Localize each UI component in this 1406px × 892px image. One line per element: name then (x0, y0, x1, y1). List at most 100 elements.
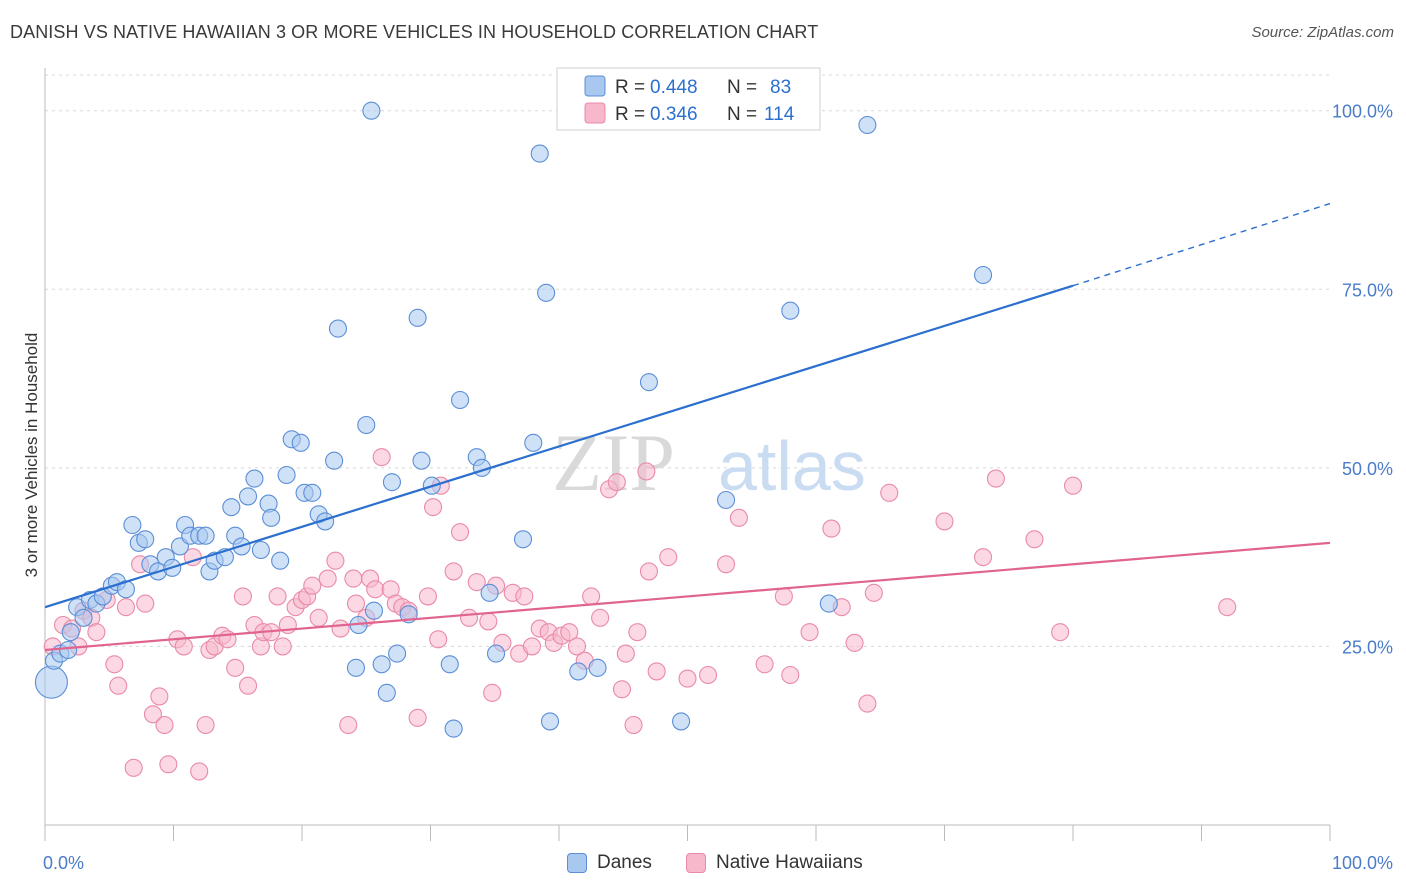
legend-n-value-danes: 83 (770, 77, 791, 98)
point-hawaiians-83 (607, 473, 626, 492)
point-danes-37 (277, 465, 296, 485)
point-danes-79 (858, 115, 877, 135)
legend-swatch-danes (584, 75, 606, 97)
point-hawaiians-104 (864, 583, 883, 602)
point-hawaiians-57 (418, 587, 437, 606)
point-hawaiians-43 (326, 551, 345, 570)
point-hawaiians-78 (567, 637, 587, 656)
point-danes-73 (588, 658, 607, 677)
point-hawaiians-6 (87, 623, 106, 642)
point-hawaiians-87 (628, 623, 647, 642)
point-danes-35 (262, 508, 281, 527)
point-hawaiians-16 (155, 715, 174, 735)
point-hawaiians-22 (196, 715, 215, 735)
point-hawaiians-51 (372, 448, 391, 467)
point-danes-60 (444, 719, 463, 738)
trend-lines (44, 202, 1331, 652)
point-danes-64 (480, 583, 499, 602)
point-danes-6 (74, 608, 93, 627)
point-danes-48 (357, 415, 376, 435)
point-hawaiians-97 (774, 587, 793, 606)
point-danes-28 (222, 498, 241, 517)
bottom-legend-item-hawaiians: Native Hawaiians (686, 852, 863, 874)
point-danes-50 (364, 601, 384, 620)
point-hawaiians-65 (479, 612, 498, 631)
point-danes-53 (382, 473, 402, 492)
point-hawaiians-84 (612, 680, 632, 699)
point-danes-56 (408, 308, 427, 327)
point-hawaiians-102 (845, 633, 864, 652)
point-hawaiians-86 (624, 715, 643, 735)
point-hawaiians-99 (800, 623, 819, 642)
point-danes-31 (238, 487, 258, 506)
point-hawaiians-112 (1218, 598, 1237, 617)
point-hawaiians-15 (150, 687, 169, 706)
point-danes-33 (251, 540, 270, 560)
chart-title: DANISH VS NATIVE HAWAIIAN 3 OR MORE VEHI… (10, 22, 819, 42)
point-hawaiians-27 (226, 658, 245, 677)
point-hawaiians-106 (935, 512, 954, 531)
point-hawaiians-34 (268, 587, 287, 606)
point-hawaiians-109 (1025, 530, 1044, 549)
axes (44, 68, 1331, 841)
point-danes-45 (328, 319, 348, 338)
point-hawaiians-105 (880, 483, 899, 502)
legend-n-label-hawaiians: N = (727, 104, 757, 125)
source-credit: Source: ZipAtlas.com (1251, 24, 1394, 41)
legend-n-value-hawaiians: 114 (764, 104, 795, 125)
point-hawaiians-96 (755, 655, 774, 674)
point-hawaiians-29 (238, 676, 258, 695)
point-danes-24 (196, 526, 215, 545)
point-danes-70 (540, 712, 560, 731)
point-hawaiians-72 (522, 637, 542, 656)
y-tick-label-50: 50.0% (1342, 459, 1393, 479)
point-hawaiians-45 (339, 715, 358, 735)
x-tick-label-min: 0.0% (43, 853, 84, 873)
point-hawaiians-81 (591, 608, 610, 627)
point-danes-52 (377, 683, 396, 702)
point-hawaiians-17 (159, 755, 178, 774)
bottom-legend-swatch-hawaiians (686, 853, 706, 873)
point-danes-77 (781, 301, 800, 320)
point-danes-57 (412, 451, 431, 470)
point-hawaiians-94 (716, 555, 736, 574)
stats-legend: R = 0.448 N = 83 R = 0.346 N = 114 (556, 67, 821, 131)
point-hawaiians-35 (273, 637, 292, 656)
legend-n-label-danes: N = (727, 77, 757, 98)
point-danes-67 (524, 433, 543, 452)
point-danes-80 (973, 265, 993, 285)
point-danes-32 (245, 469, 264, 488)
point-danes-39 (291, 433, 310, 452)
point-danes-36 (271, 551, 290, 570)
watermark-atlas: atlas (718, 427, 866, 505)
point-hawaiians-41 (309, 608, 328, 627)
point-hawaiians-63 (459, 608, 479, 627)
point-hawaiians-93 (699, 665, 718, 685)
legend-r-value-danes: 0.448 (650, 77, 698, 98)
point-hawaiians-47 (346, 594, 366, 613)
bottom-legend-swatch-danes (567, 853, 587, 873)
point-hawaiians-59 (429, 630, 448, 649)
point-hawaiians-46 (344, 569, 363, 588)
point-hawaiians-44 (331, 619, 350, 638)
point-danes-54 (388, 644, 407, 663)
point-hawaiians-91 (659, 548, 678, 567)
point-hawaiians-11 (124, 758, 143, 777)
point-hawaiians-103 (858, 694, 877, 713)
bottom-legend-item-danes: Danes (567, 852, 652, 874)
point-danes-78 (819, 594, 838, 613)
point-hawaiians-8 (105, 655, 124, 674)
point-hawaiians-40 (303, 576, 322, 595)
point-danes-0 (34, 665, 68, 699)
point-hawaiians-19 (174, 637, 193, 656)
point-hawaiians-85 (616, 644, 635, 663)
point-hawaiians-98 (781, 665, 800, 685)
point-danes-76 (716, 490, 736, 510)
bottom-legend-label-hawaiians: Native Hawaiians (716, 852, 863, 873)
point-hawaiians-28 (233, 587, 252, 606)
point-danes-46 (346, 658, 366, 677)
point-danes-51 (372, 655, 391, 674)
point-hawaiians-50 (366, 580, 385, 599)
point-danes-3 (59, 640, 78, 660)
